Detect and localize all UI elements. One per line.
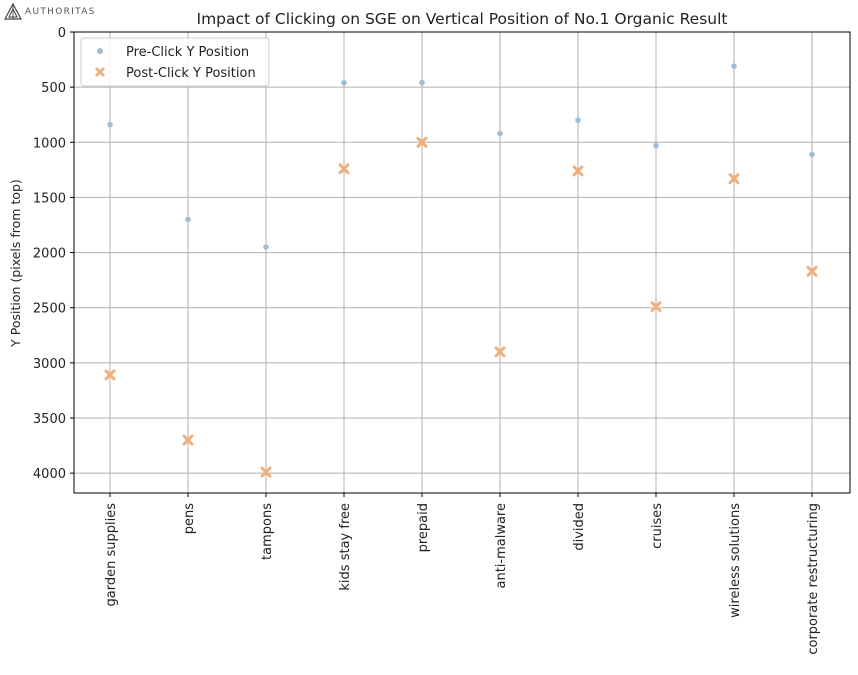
- data-points: [104, 63, 818, 478]
- pre-click-point: [575, 117, 581, 124]
- pre-click-point: [341, 79, 347, 86]
- y-tick-label: 3500: [33, 412, 66, 427]
- pre-click-point: [419, 79, 425, 86]
- pre-click-point: [731, 63, 737, 69]
- legend-post-click-marker: [94, 66, 106, 78]
- x-tick-label: corporate restructuring: [806, 503, 821, 655]
- post-click-point: [650, 301, 662, 313]
- pre-click-point: [809, 151, 815, 158]
- legend-post-click-label: Post-Click Y Position: [126, 66, 256, 81]
- post-click-point: [104, 369, 116, 381]
- x-tick-label: kids stay free: [338, 503, 353, 591]
- legend-pre-click-label: Pre-Click Y Position: [126, 45, 249, 60]
- grid-lines: [74, 31, 850, 493]
- triangle-logo-icon: [4, 3, 22, 20]
- post-click-point: [806, 265, 818, 277]
- pre-click-point: [263, 244, 269, 250]
- post-click-point: [494, 346, 506, 358]
- plot-area-frame: [73, 31, 851, 494]
- y-axis-label: Y Position (pixels from top): [8, 179, 23, 348]
- legend-pre-click-marker: [97, 48, 103, 54]
- pre-click-point: [497, 130, 503, 137]
- post-click-point: [572, 165, 584, 177]
- x-tick-label: prepaid: [416, 503, 431, 552]
- x-tick-label: divided: [572, 503, 587, 551]
- pre-click-point: [185, 216, 191, 223]
- authoritas-logo: AUTHORITAS: [4, 3, 96, 20]
- post-click-point: [728, 173, 740, 185]
- y-axis-ticks: 0 500 1000 1500 2000 2500 3000 3500 4000: [33, 26, 74, 482]
- y-tick-label: 1000: [33, 136, 66, 151]
- y-tick-label: 500: [41, 81, 66, 96]
- post-click-point: [182, 434, 194, 446]
- pre-click-point: [653, 142, 659, 149]
- y-tick-label: 2000: [33, 247, 66, 262]
- x-axis-ticks: garden supplies pens tampons kids stay free…: [104, 493, 821, 655]
- y-tick-label: 4000: [33, 467, 66, 482]
- y-tick-label: 0: [58, 26, 66, 41]
- y-tick-label: 2500: [33, 302, 66, 317]
- logo-text: AUTHORITAS: [25, 6, 96, 17]
- x-tick-label: garden supplies: [104, 503, 119, 607]
- post-click-point: [260, 466, 272, 478]
- x-tick-label: tampons: [260, 503, 275, 560]
- pre-click-point: [107, 121, 113, 128]
- x-tick-label: pens: [182, 503, 197, 534]
- x-tick-label: anti-malware: [494, 503, 509, 589]
- post-click-point: [416, 136, 428, 148]
- x-tick-label: wireless solutions: [728, 503, 743, 618]
- x-tick-label: cruises: [650, 503, 665, 549]
- chart-title: Impact of Clicking on SGE on Vertical Po…: [197, 10, 728, 28]
- post-click-point: [338, 163, 350, 175]
- legend: Pre-Click Y Position Post-Click Y Positi…: [80, 37, 270, 87]
- y-tick-label: 1500: [33, 191, 66, 206]
- legend-box: [80, 37, 270, 87]
- y-tick-label: 3000: [33, 357, 66, 372]
